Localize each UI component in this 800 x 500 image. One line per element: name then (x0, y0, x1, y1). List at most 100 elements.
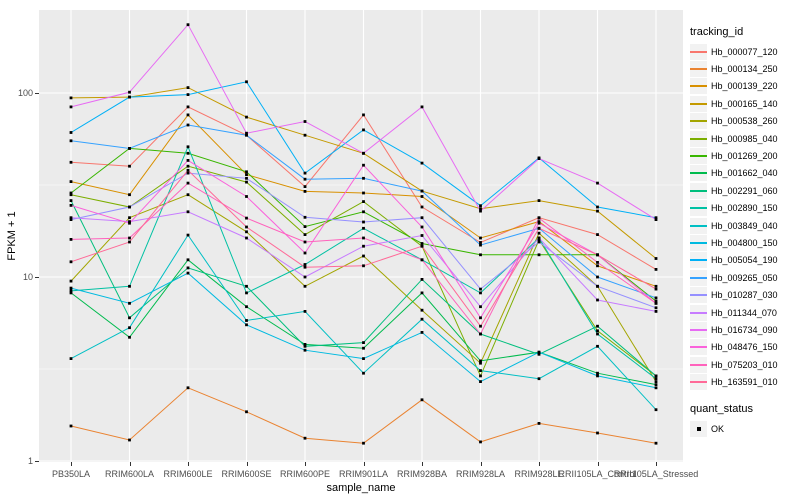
data-point (654, 306, 658, 310)
legend-entry-Hb_009265_050: Hb_009265_050 (690, 269, 798, 286)
data-point (479, 243, 482, 247)
data-point (303, 263, 307, 266)
x-tick-mark (71, 462, 72, 466)
data-point (69, 139, 73, 143)
data-point (186, 113, 190, 117)
x-tick-mark (129, 462, 131, 466)
data-point (479, 359, 482, 363)
data-point (186, 168, 190, 172)
legend-label: Hb_004800_150 (711, 237, 778, 248)
x-tick-label-RRIM901LA: RRIM901LA (338, 469, 389, 479)
data-point (303, 233, 307, 236)
legend-key-swatch (690, 43, 707, 60)
data-point (128, 90, 131, 94)
data-point (537, 226, 541, 230)
x-tick-label-RRIM600SE: RRIM600SE (221, 469, 272, 479)
legend-entry-Hb_004800_150: Hb_004800_150 (690, 234, 798, 251)
data-point (479, 305, 482, 309)
legend-label: Hb_016734_090 (711, 324, 778, 335)
data-point (362, 371, 365, 375)
legend-entries-tracking-id: Hb_000077_120 Hb_000134_250 Hb_000139_220 H… (690, 43, 798, 391)
data-point (362, 346, 365, 350)
legend-label: Hb_048476_150 (711, 342, 778, 353)
legend-label: Hb_011344_070 (711, 307, 777, 318)
data-point (303, 284, 307, 288)
legend-entry-Hb_000538_260: Hb_000538_260 (690, 113, 798, 130)
legend-line-icon (690, 68, 707, 71)
legend-line-icon (690, 328, 707, 331)
legend-key-swatch (690, 304, 707, 321)
data-point (654, 301, 658, 305)
data-point (303, 348, 307, 352)
legend-title-quant-status: quant_status (690, 402, 753, 415)
legend-label: Hb_000139_220 (711, 81, 778, 92)
data-point (128, 335, 131, 339)
data-point (128, 164, 131, 168)
data-point (245, 291, 248, 295)
data-point (362, 200, 365, 203)
data-point (537, 377, 541, 381)
data-point (69, 291, 73, 295)
legend-label: Hb_163591_010 (711, 377, 778, 388)
legend-entry-Hb_075203_010: Hb_075203_010 (690, 356, 798, 373)
data-point (245, 195, 248, 198)
data-point (186, 159, 190, 162)
data-point (537, 157, 541, 160)
data-point (69, 160, 73, 164)
legend-key-swatch (690, 61, 707, 78)
legend-label: Hb_000134_250 (711, 64, 778, 75)
black-square-icon (696, 426, 701, 431)
legend-key-swatch (690, 252, 707, 269)
data-point (303, 215, 307, 219)
data-point (420, 278, 424, 281)
data-point (362, 163, 365, 167)
data-point (420, 216, 424, 220)
legend-key-swatch (690, 269, 707, 286)
data-point (362, 244, 365, 248)
legend-line-icon (690, 241, 707, 244)
data-point (596, 374, 599, 378)
legend-key-swatch (690, 234, 707, 251)
data-point (303, 190, 307, 193)
data-point (303, 265, 307, 269)
data-point (362, 441, 365, 445)
data-point (420, 195, 424, 198)
x-tick-mark (539, 462, 540, 466)
legend-entry-Hb_000139_220: Hb_000139_220 (690, 78, 798, 95)
data-point (303, 344, 307, 348)
data-point (186, 86, 190, 89)
data-point (479, 324, 482, 328)
data-point (654, 441, 658, 445)
data-point (245, 319, 248, 322)
data-point (128, 220, 131, 223)
legend-line-icon (690, 346, 707, 349)
data-point (245, 225, 248, 229)
data-point (596, 264, 599, 268)
legend-line-icon (690, 224, 707, 227)
data-point (128, 205, 131, 209)
data-point (245, 133, 248, 137)
legend-entry-Hb_005054_190: Hb_005054_190 (690, 252, 798, 269)
data-point (537, 352, 541, 356)
legend-key-swatch (690, 78, 707, 95)
data-point (303, 171, 307, 175)
data-point (479, 374, 482, 378)
legend-entry-Hb_002890_150: Hb_002890_150 (690, 200, 798, 217)
data-point (420, 398, 424, 402)
data-point (245, 173, 248, 176)
data-point (128, 326, 131, 330)
plot-canvas (39, 10, 683, 462)
data-point (537, 240, 541, 244)
data-point (303, 251, 307, 255)
legend-key-swatch (690, 200, 707, 217)
data-point (245, 80, 248, 84)
x-tick-mark (363, 462, 365, 466)
x-tick-label-PB350LA: PB350LA (51, 469, 91, 479)
data-point (654, 218, 658, 221)
data-point (186, 386, 190, 390)
data-point (596, 209, 599, 213)
legend-label: Hb_075203_010 (711, 359, 778, 370)
data-point (362, 191, 365, 195)
data-point (245, 180, 248, 184)
